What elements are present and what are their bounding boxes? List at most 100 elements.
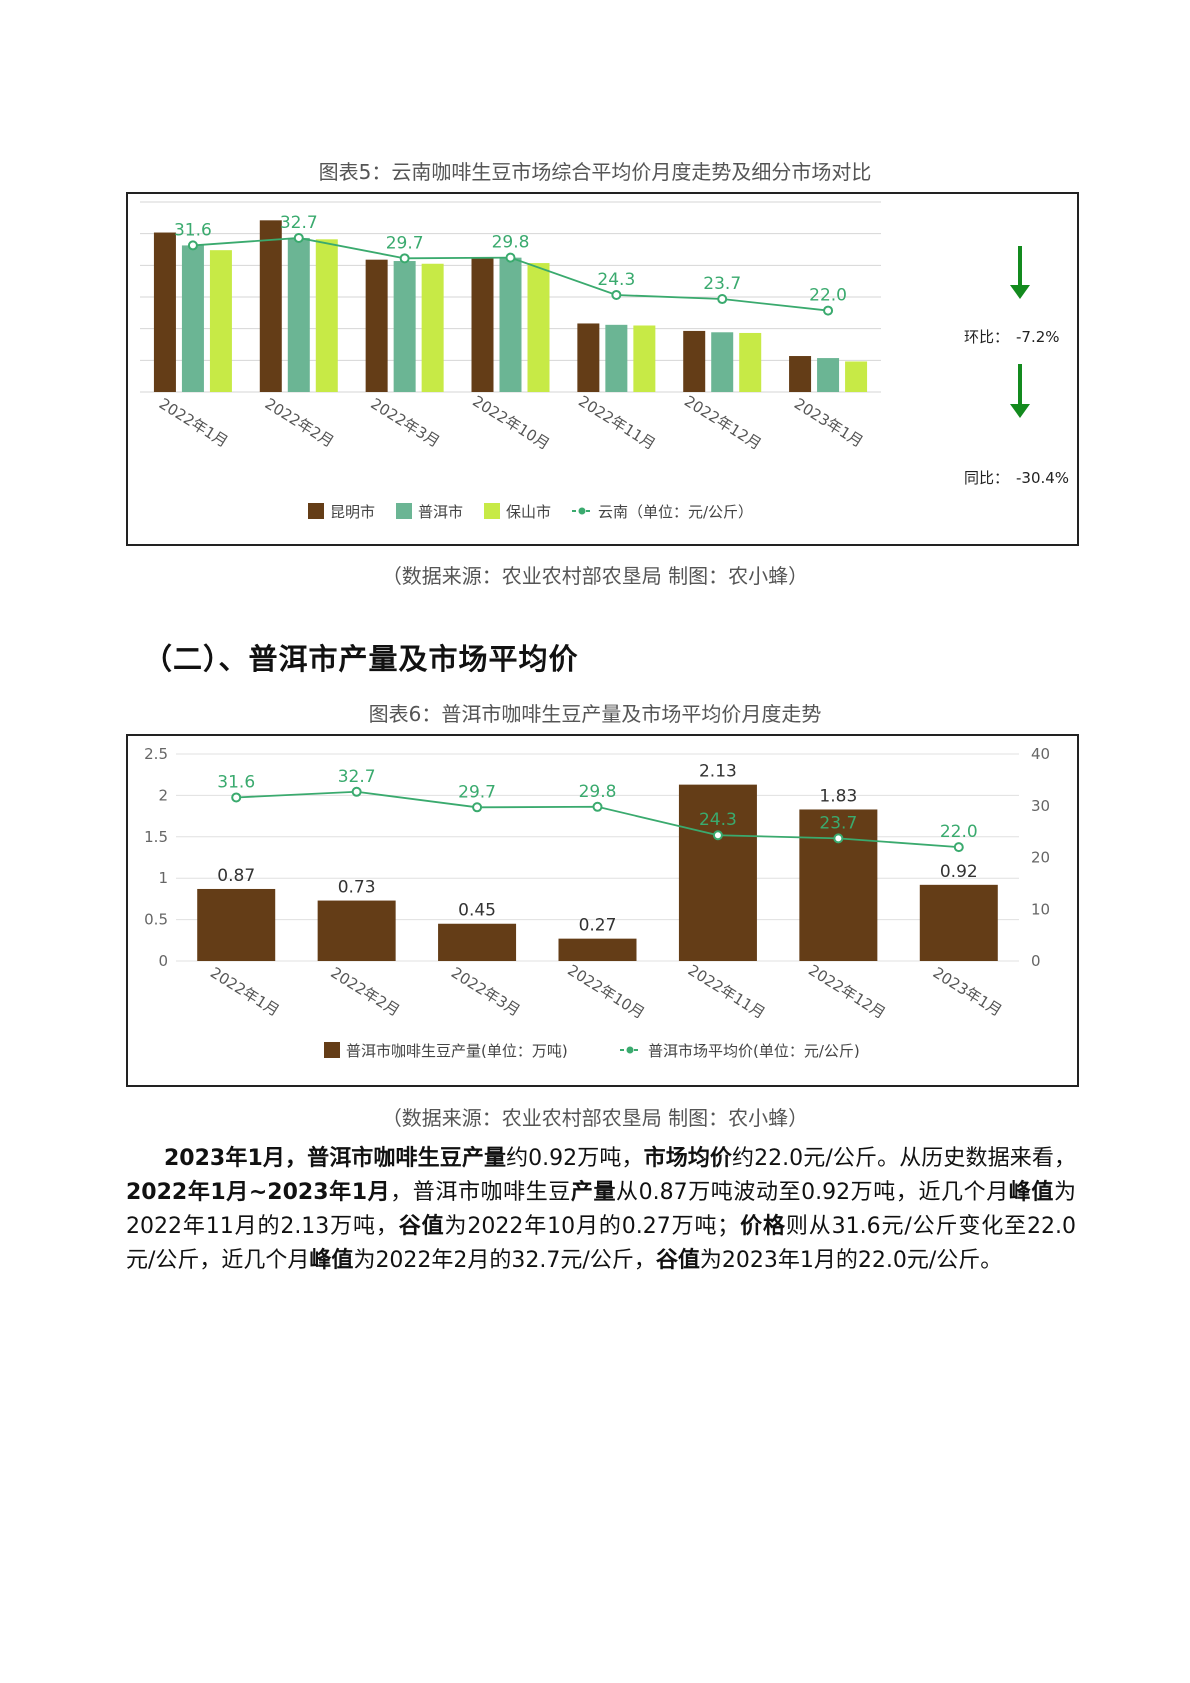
analysis-text: 2023年1月，普洱市咖啡生豆产量约0.92万吨，市场均价约22.0元/公斤。从… <box>126 1142 1076 1278</box>
legend-label: 昆明市 <box>330 503 375 521</box>
x-tick-label: 2023年1月 <box>930 964 1005 1020</box>
x-tick-label: 2022年10月 <box>564 961 648 1023</box>
data-label-price: 29.7 <box>458 782 496 802</box>
data-label-price: 22.0 <box>940 822 978 842</box>
data-label-production: 1.83 <box>819 786 857 806</box>
paragraph-segment: 峰值 <box>309 1248 354 1273</box>
data-label-price: 23.7 <box>819 813 857 833</box>
paragraph-segment: ，普洱市咖啡生豆 <box>390 1180 571 1205</box>
figure-6-chart: 0 0.5 1 1.5 2 2.5 0 10 20 30 40 0.87 2022年1月 0.73 2022… <box>126 734 1079 1087</box>
bar-baoshan <box>845 361 868 392</box>
data-label-price: 31.6 <box>217 772 255 792</box>
bar-puer <box>817 358 840 392</box>
y-left-tick-label: 2.5 <box>144 745 168 763</box>
paragraph-segment: 从0.87万吨波动至0.92万吨，近几个月 <box>616 1180 1009 1205</box>
x-tick-label: 2022年12月 <box>681 392 765 454</box>
section-title: （二）、普洱市产量及市场平均价 <box>143 642 579 676</box>
y-right-tick-label: 30 <box>1031 797 1050 815</box>
bar-baoshan <box>739 332 762 392</box>
legend-label: 普洱市场平均价(单位：元/公斤) <box>648 1042 860 1060</box>
figure-5-source: （数据来源：农业农村部农垦局 制图：农小蜂） <box>381 564 809 588</box>
bar-kunming <box>471 257 494 392</box>
bar-puer <box>287 237 310 392</box>
x-tick-label: 2022年2月 <box>328 964 403 1020</box>
y-right-tick-label: 0 <box>1031 952 1041 970</box>
x-tick-label: 2022年11月 <box>575 392 659 454</box>
y-left-tick-label: 2 <box>158 786 168 804</box>
bar-baoshan <box>527 263 550 392</box>
bar-production <box>558 938 637 961</box>
figure-6-source: （数据来源：农业农村部农垦局 制图：农小蜂） <box>381 1106 809 1130</box>
y-right-tick-label: 20 <box>1031 849 1050 867</box>
paragraph-segment: 则从31.6元/公斤变化至22.0元/公斤，近几个月 <box>126 1214 1076 1273</box>
bar-kunming <box>683 330 706 392</box>
point-price <box>712 830 723 841</box>
x-tick-label: 2022年3月 <box>368 395 443 451</box>
side-note-value: -30.4% <box>1016 469 1069 487</box>
y-left-tick-label: 1.5 <box>144 828 168 846</box>
point-price <box>351 786 362 797</box>
bar-production <box>438 923 517 961</box>
data-label-price: 32.7 <box>338 767 376 787</box>
bar-puer <box>499 257 522 392</box>
legend-swatch <box>308 503 324 519</box>
y-right-tick-label: 40 <box>1031 745 1050 763</box>
bar-kunming <box>577 323 600 392</box>
bar-production <box>919 884 998 961</box>
x-tick-label: 2022年12月 <box>805 961 889 1023</box>
data-label-yunnan: 22.0 <box>809 286 847 306</box>
side-note-value: -7.2% <box>1016 328 1060 346</box>
legend-swatch <box>324 1042 340 1058</box>
x-tick-label: 2022年11月 <box>685 961 769 1023</box>
legend-label: 云南（单位：元/公斤） <box>598 503 753 521</box>
paragraph-segment: 约22.0元/公斤。从历史数据来看， <box>732 1146 1076 1171</box>
bar-production <box>678 784 757 961</box>
data-label-yunnan: 29.7 <box>386 233 424 253</box>
data-label-production: 2.13 <box>699 762 737 782</box>
point-yunnan <box>293 232 304 243</box>
point-yunnan <box>611 289 622 300</box>
figure-6-caption: 图表6：普洱市咖啡生豆产量及市场平均价月度走势 <box>368 702 822 726</box>
point-price <box>833 833 844 844</box>
point-yunnan <box>823 305 834 316</box>
data-label-production: 0.92 <box>940 862 978 882</box>
point-price <box>472 802 483 813</box>
paragraph-segment: 为2022年11月的2.13万吨， <box>126 1180 1076 1239</box>
paragraph-segment: 市场均价 <box>643 1146 733 1171</box>
legend-label: 保山市 <box>506 503 551 521</box>
paragraph-segment: 价格 <box>739 1214 786 1239</box>
data-label-price: 29.8 <box>579 782 617 802</box>
bar-baoshan <box>209 250 232 392</box>
data-label-price: 24.3 <box>699 810 737 830</box>
figure-5-svg: 2022年1月 2022年2月 2022年3月 2022年10月 2022年11月 202… <box>140 201 1069 521</box>
figure-5-caption: 图表5：云南咖啡生豆市场综合平均价月度走势及细分市场对比 <box>318 160 872 184</box>
side-note-label: 同比： <box>964 469 1009 487</box>
y-left-tick-label: 0 <box>158 952 168 970</box>
paragraph-segment: 为2022年2月的32.7元/公斤， <box>353 1248 656 1273</box>
data-label-production: 0.73 <box>338 878 376 898</box>
bar-kunming <box>365 259 388 392</box>
point-yunnan <box>399 253 410 264</box>
x-tick-label: 2022年1月 <box>207 964 282 1020</box>
bar-puer <box>393 261 416 392</box>
legend-label: 普洱市咖啡生豆产量(单位：万吨) <box>346 1042 568 1060</box>
paragraph-segment: 为2023年1月的22.0元/公斤。 <box>699 1248 1003 1273</box>
y-right-tick-label: 10 <box>1031 900 1050 918</box>
bar-baoshan <box>315 239 338 392</box>
point-yunnan <box>505 252 516 263</box>
legend-swatch-point <box>578 507 586 515</box>
paragraph-segment: 约0.92万吨， <box>506 1146 644 1171</box>
point-price <box>231 792 242 803</box>
point-yunnan <box>187 240 198 251</box>
y-left-tick-label: 0.5 <box>144 911 168 929</box>
data-label-production: 0.27 <box>579 916 617 936</box>
legend-swatch <box>484 503 500 519</box>
data-label-yunnan: 31.6 <box>174 220 212 240</box>
figure-6-svg: 0 0.5 1 1.5 2 2.5 0 10 20 30 40 0.87 2022年1月 0.73 2022… <box>144 745 1050 1060</box>
point-yunnan <box>717 294 728 305</box>
data-label-yunnan: 23.7 <box>703 274 741 294</box>
bar-puer <box>711 332 734 392</box>
paragraph-segment: 咖啡生豆产量 <box>373 1146 507 1171</box>
data-label-production: 0.87 <box>217 866 255 886</box>
bar-baoshan <box>421 263 444 392</box>
